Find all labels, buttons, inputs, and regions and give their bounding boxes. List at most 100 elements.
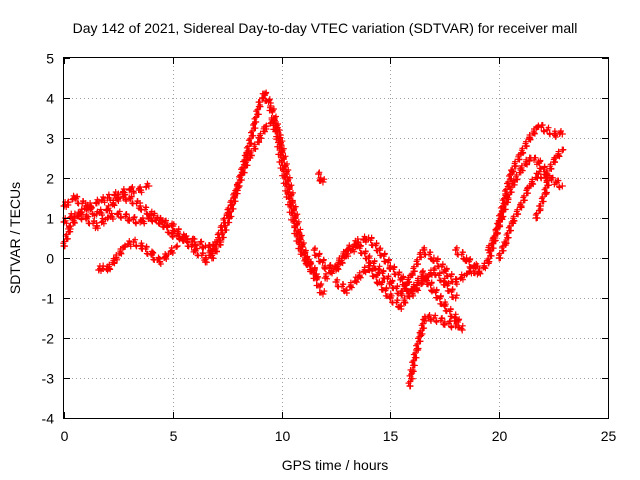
data-point-marker [354, 274, 362, 282]
data-point-marker [491, 234, 499, 242]
data-point-marker [245, 154, 253, 162]
data-point-marker [406, 382, 414, 390]
data-point-marker [419, 270, 427, 278]
series-track-2 [60, 192, 218, 255]
x-tick-label: 5 [170, 428, 178, 444]
data-point-marker [534, 170, 542, 178]
data-point-marker [256, 134, 264, 142]
data-point-marker [408, 366, 416, 374]
data-point-marker [532, 214, 540, 222]
data-point-marker [552, 178, 560, 186]
data-point-marker [452, 278, 460, 286]
data-point-marker [441, 318, 449, 326]
y-tick-label: 1 [46, 211, 54, 227]
series-track-6 [201, 116, 328, 298]
data-point-marker [267, 102, 275, 110]
data-point-marker [288, 198, 296, 206]
data-point-marker [310, 270, 318, 278]
data-point-marker [502, 238, 510, 246]
data-point-marker [251, 118, 259, 126]
data-point-marker [545, 174, 553, 182]
data-point-marker [504, 194, 512, 202]
data-point-marker [495, 254, 503, 262]
data-point-marker [321, 262, 329, 270]
data-point-marker [419, 246, 427, 254]
data-point-marker [332, 278, 340, 286]
data-point-marker [463, 254, 471, 262]
data-point-marker [430, 286, 438, 294]
data-point-marker [136, 186, 144, 194]
data-point-marker [441, 278, 449, 286]
data-point-marker [510, 178, 518, 186]
data-point-marker [138, 242, 146, 250]
data-point-marker [201, 258, 209, 266]
data-point-marker [343, 286, 351, 294]
y-tick-label: 5 [46, 51, 54, 67]
y-tick-label: -3 [42, 371, 55, 387]
x-tick-label: 25 [601, 428, 617, 444]
series-track-14 [495, 168, 566, 262]
data-point-marker [104, 194, 112, 202]
series-track-7 [315, 169, 328, 186]
data-point-marker [302, 254, 310, 262]
data-point-marker [534, 122, 542, 130]
data-point-marker [158, 218, 166, 226]
data-point-marker [413, 346, 421, 354]
series-track-10 [332, 260, 466, 334]
data-point-marker [463, 270, 471, 278]
series-track-4 [95, 236, 181, 274]
data-point-marker [295, 230, 303, 238]
data-point-marker [517, 202, 525, 210]
data-point-marker [173, 242, 181, 250]
data-point-marker [430, 254, 438, 262]
data-point-marker [397, 302, 405, 310]
grid-lines [64, 58, 608, 418]
data-point-marker [552, 130, 560, 138]
data-point-marker [376, 278, 384, 286]
data-point-marker [452, 294, 460, 302]
series-track-11 [405, 312, 460, 390]
data-point-marker [458, 326, 466, 334]
data-point-marker [310, 246, 318, 254]
data-point-marker [343, 246, 351, 254]
axis-ticks: 0 5 10 15 20 25 -4 -3 -2 -1 0 1 2 3 4 5 [42, 51, 617, 445]
data-point-marker [376, 246, 384, 254]
data-point-marker [417, 330, 425, 338]
data-point-marker [526, 182, 534, 190]
data-point-marker [275, 134, 283, 142]
data-point-marker [319, 290, 327, 298]
data-point-marker [319, 178, 327, 186]
data-point-marker [452, 314, 460, 322]
y-axis-label: SDTVAR / TECUs [7, 182, 23, 294]
data-point-marker [156, 258, 164, 266]
y-tick-label: 2 [46, 171, 54, 187]
chart-title: Day 142 of 2021, Sidereal Day-to-day VTE… [73, 20, 578, 36]
data-point-marker [130, 238, 138, 246]
data-point-marker [534, 158, 542, 166]
data-point-marker [136, 218, 144, 226]
data-point-marker [104, 206, 112, 214]
data-point-marker [64, 198, 72, 206]
plot-border [63, 57, 609, 419]
data-point-marker [71, 210, 79, 218]
y-tick-label: 4 [46, 91, 54, 107]
data-point-marker [397, 274, 405, 282]
data-point-marker [386, 294, 394, 302]
data-point-marker [114, 210, 122, 218]
data-point-marker [508, 166, 516, 174]
data-point-marker [541, 190, 549, 198]
data-point-marker [234, 182, 242, 190]
data-point-marker [365, 262, 373, 270]
data-point-marker [67, 222, 75, 230]
data-point-marker [386, 262, 394, 270]
data-point-marker [354, 238, 362, 246]
data-point-marker [147, 214, 155, 222]
data-point-marker [147, 250, 155, 258]
x-tick-label: 15 [383, 428, 399, 444]
data-point-marker [365, 234, 373, 242]
y-tick-label: -1 [42, 291, 55, 307]
series-track-15 [532, 174, 554, 222]
data-point-marker [408, 286, 416, 294]
data-point-marker [282, 166, 290, 174]
